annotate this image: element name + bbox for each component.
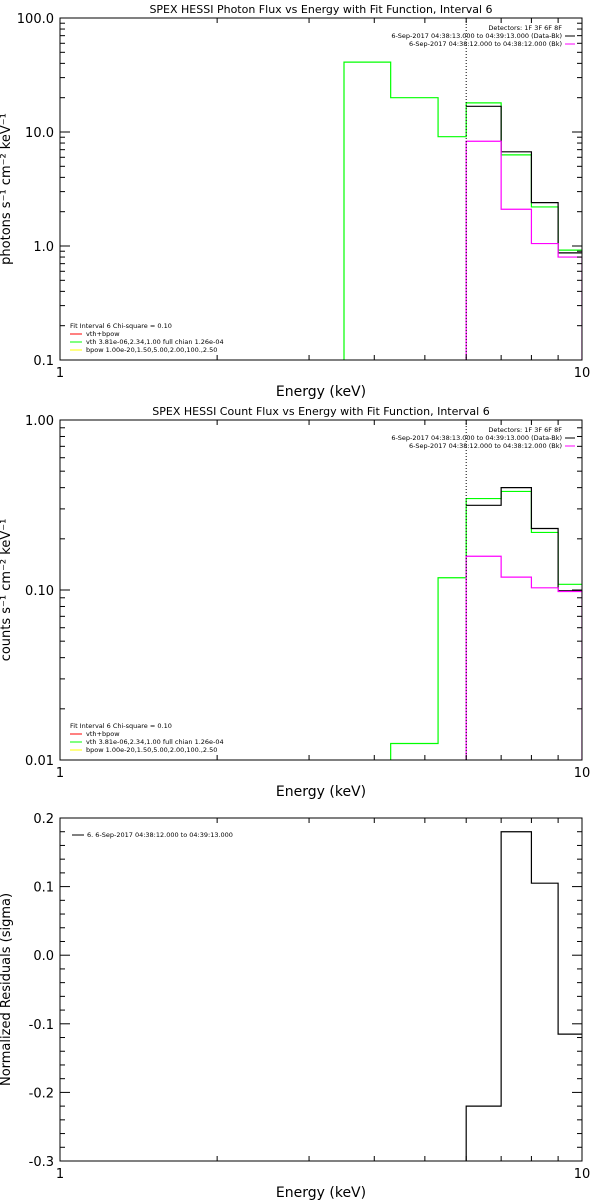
legend-detectors: Detectors: 1F 3F 6F 8F bbox=[488, 24, 562, 32]
y-tick-label: 1.0 bbox=[33, 240, 54, 255]
legend-entry: vth 3.81e-06,2.34,1.00 full chian 1.26e-… bbox=[86, 338, 224, 346]
plot-frame bbox=[59, 17, 583, 361]
y-tick-label: 0.1 bbox=[33, 354, 54, 369]
legend-bottom-left: Fit Interval 6 Chi-square = 0.10vth+bpow… bbox=[70, 322, 224, 354]
chart-title: SPEX HESSI Count Flux vs Energy with Fit… bbox=[152, 405, 489, 418]
series-data bbox=[466, 487, 582, 592]
legend-entry: vth+bpow bbox=[86, 730, 120, 738]
x-axis-label: Energy (keV) bbox=[276, 784, 366, 800]
legend-entry: vth 3.81e-06,2.34,1.00 full chian 1.26e-… bbox=[86, 738, 224, 746]
x-tick-label: 10 bbox=[574, 766, 591, 781]
series-background bbox=[465, 140, 582, 360]
x-axis-label: Energy (keV) bbox=[276, 1185, 366, 1200]
legend-top-left: 6. 6-Sep-2017 04:38:12.000 to 04:39:13.0… bbox=[72, 831, 233, 839]
series-group bbox=[390, 487, 582, 760]
x-axis-label: Energy (keV) bbox=[276, 384, 366, 400]
legend-top-right: Detectors: 1F 3F 6F 8F6-Sep-2017 04:38:1… bbox=[391, 24, 575, 48]
photon-flux-panel: SPEX HESSI Photon Flux vs Energy with Fi… bbox=[0, 3, 590, 400]
y-tick-label: 10.0 bbox=[25, 126, 54, 141]
legend-header: Fit Interval 6 Chi-square = 0.10 bbox=[70, 322, 172, 330]
y-axis-label: counts s⁻¹ cm⁻² keV⁻¹ bbox=[0, 519, 14, 662]
y-axis-label: Normalized Residuals (sigma) bbox=[0, 893, 14, 1086]
x-tick-label: 1 bbox=[56, 366, 64, 381]
x-tick-label: 10 bbox=[574, 366, 591, 381]
y-tick-label: 0.10 bbox=[25, 584, 54, 599]
legend-top-right: Detectors: 1F 3F 6F 8F6-Sep-2017 04:38:1… bbox=[391, 426, 575, 450]
legend-entry: 6-Sep-2017 04:38:12.000 to 04:38:12.000 … bbox=[409, 442, 562, 450]
series-background bbox=[465, 555, 582, 760]
legend-entry: vth+bpow bbox=[86, 330, 120, 338]
plot-frame bbox=[59, 817, 583, 1162]
chart-title: SPEX HESSI Photon Flux vs Energy with Fi… bbox=[149, 3, 492, 16]
y-tick-label: 0.01 bbox=[25, 754, 54, 769]
y-tick-label: -0.2 bbox=[29, 1086, 54, 1101]
y-tick-label: 0.2 bbox=[33, 812, 54, 827]
y-tick-label: 0.1 bbox=[33, 881, 54, 896]
x-tick-label: 1 bbox=[56, 1167, 64, 1182]
residuals-panel: 1 10 -0.3 -0.2 -0.1 0.0 0.1 0.2 Energy (keV) Norm… bbox=[0, 812, 590, 1200]
count-flux-panel: SPEX HESSI Count Flux vs Energy with Fit… bbox=[0, 405, 590, 800]
y-tick-label: -0.3 bbox=[29, 1155, 54, 1170]
legend-entry: bpow 1.00e-20,1.50,5.00,2.00,100.,2.50 bbox=[86, 346, 217, 354]
legend-detectors: Detectors: 1F 3F 6F 8F bbox=[488, 426, 562, 434]
legend-entry: 6. 6-Sep-2017 04:38:12.000 to 04:39:13.0… bbox=[87, 831, 233, 839]
series-group bbox=[465, 831, 582, 1161]
series-residuals bbox=[465, 831, 582, 1161]
legend-entry: bpow 1.00e-20,1.50,5.00,2.00,100.,2.50 bbox=[86, 746, 217, 754]
y-tick-label: -0.1 bbox=[29, 1018, 54, 1033]
legend-entry: 6-Sep-2017 04:38:13.000 to 04:39:13.000 … bbox=[391, 32, 562, 40]
y-tick-label: 1.00 bbox=[25, 414, 54, 429]
y-tick-label: 100.0 bbox=[17, 12, 54, 27]
x-tick-label: 10 bbox=[574, 1167, 591, 1182]
y-tick-label: 0.0 bbox=[33, 949, 54, 964]
legend-entry: 6-Sep-2017 04:38:13.000 to 04:39:13.000 … bbox=[391, 434, 562, 442]
legend-header: Fit Interval 6 Chi-square = 0.10 bbox=[70, 722, 172, 730]
y-axis-label: photons s⁻¹ cm⁻² keV⁻¹ bbox=[0, 113, 14, 265]
x-tick-label: 1 bbox=[56, 766, 64, 781]
legend-entry: 6-Sep-2017 04:38:12.000 to 04:38:12.000 … bbox=[409, 40, 562, 48]
legend-bottom-left: Fit Interval 6 Chi-square = 0.10vth+bpow… bbox=[70, 722, 224, 754]
